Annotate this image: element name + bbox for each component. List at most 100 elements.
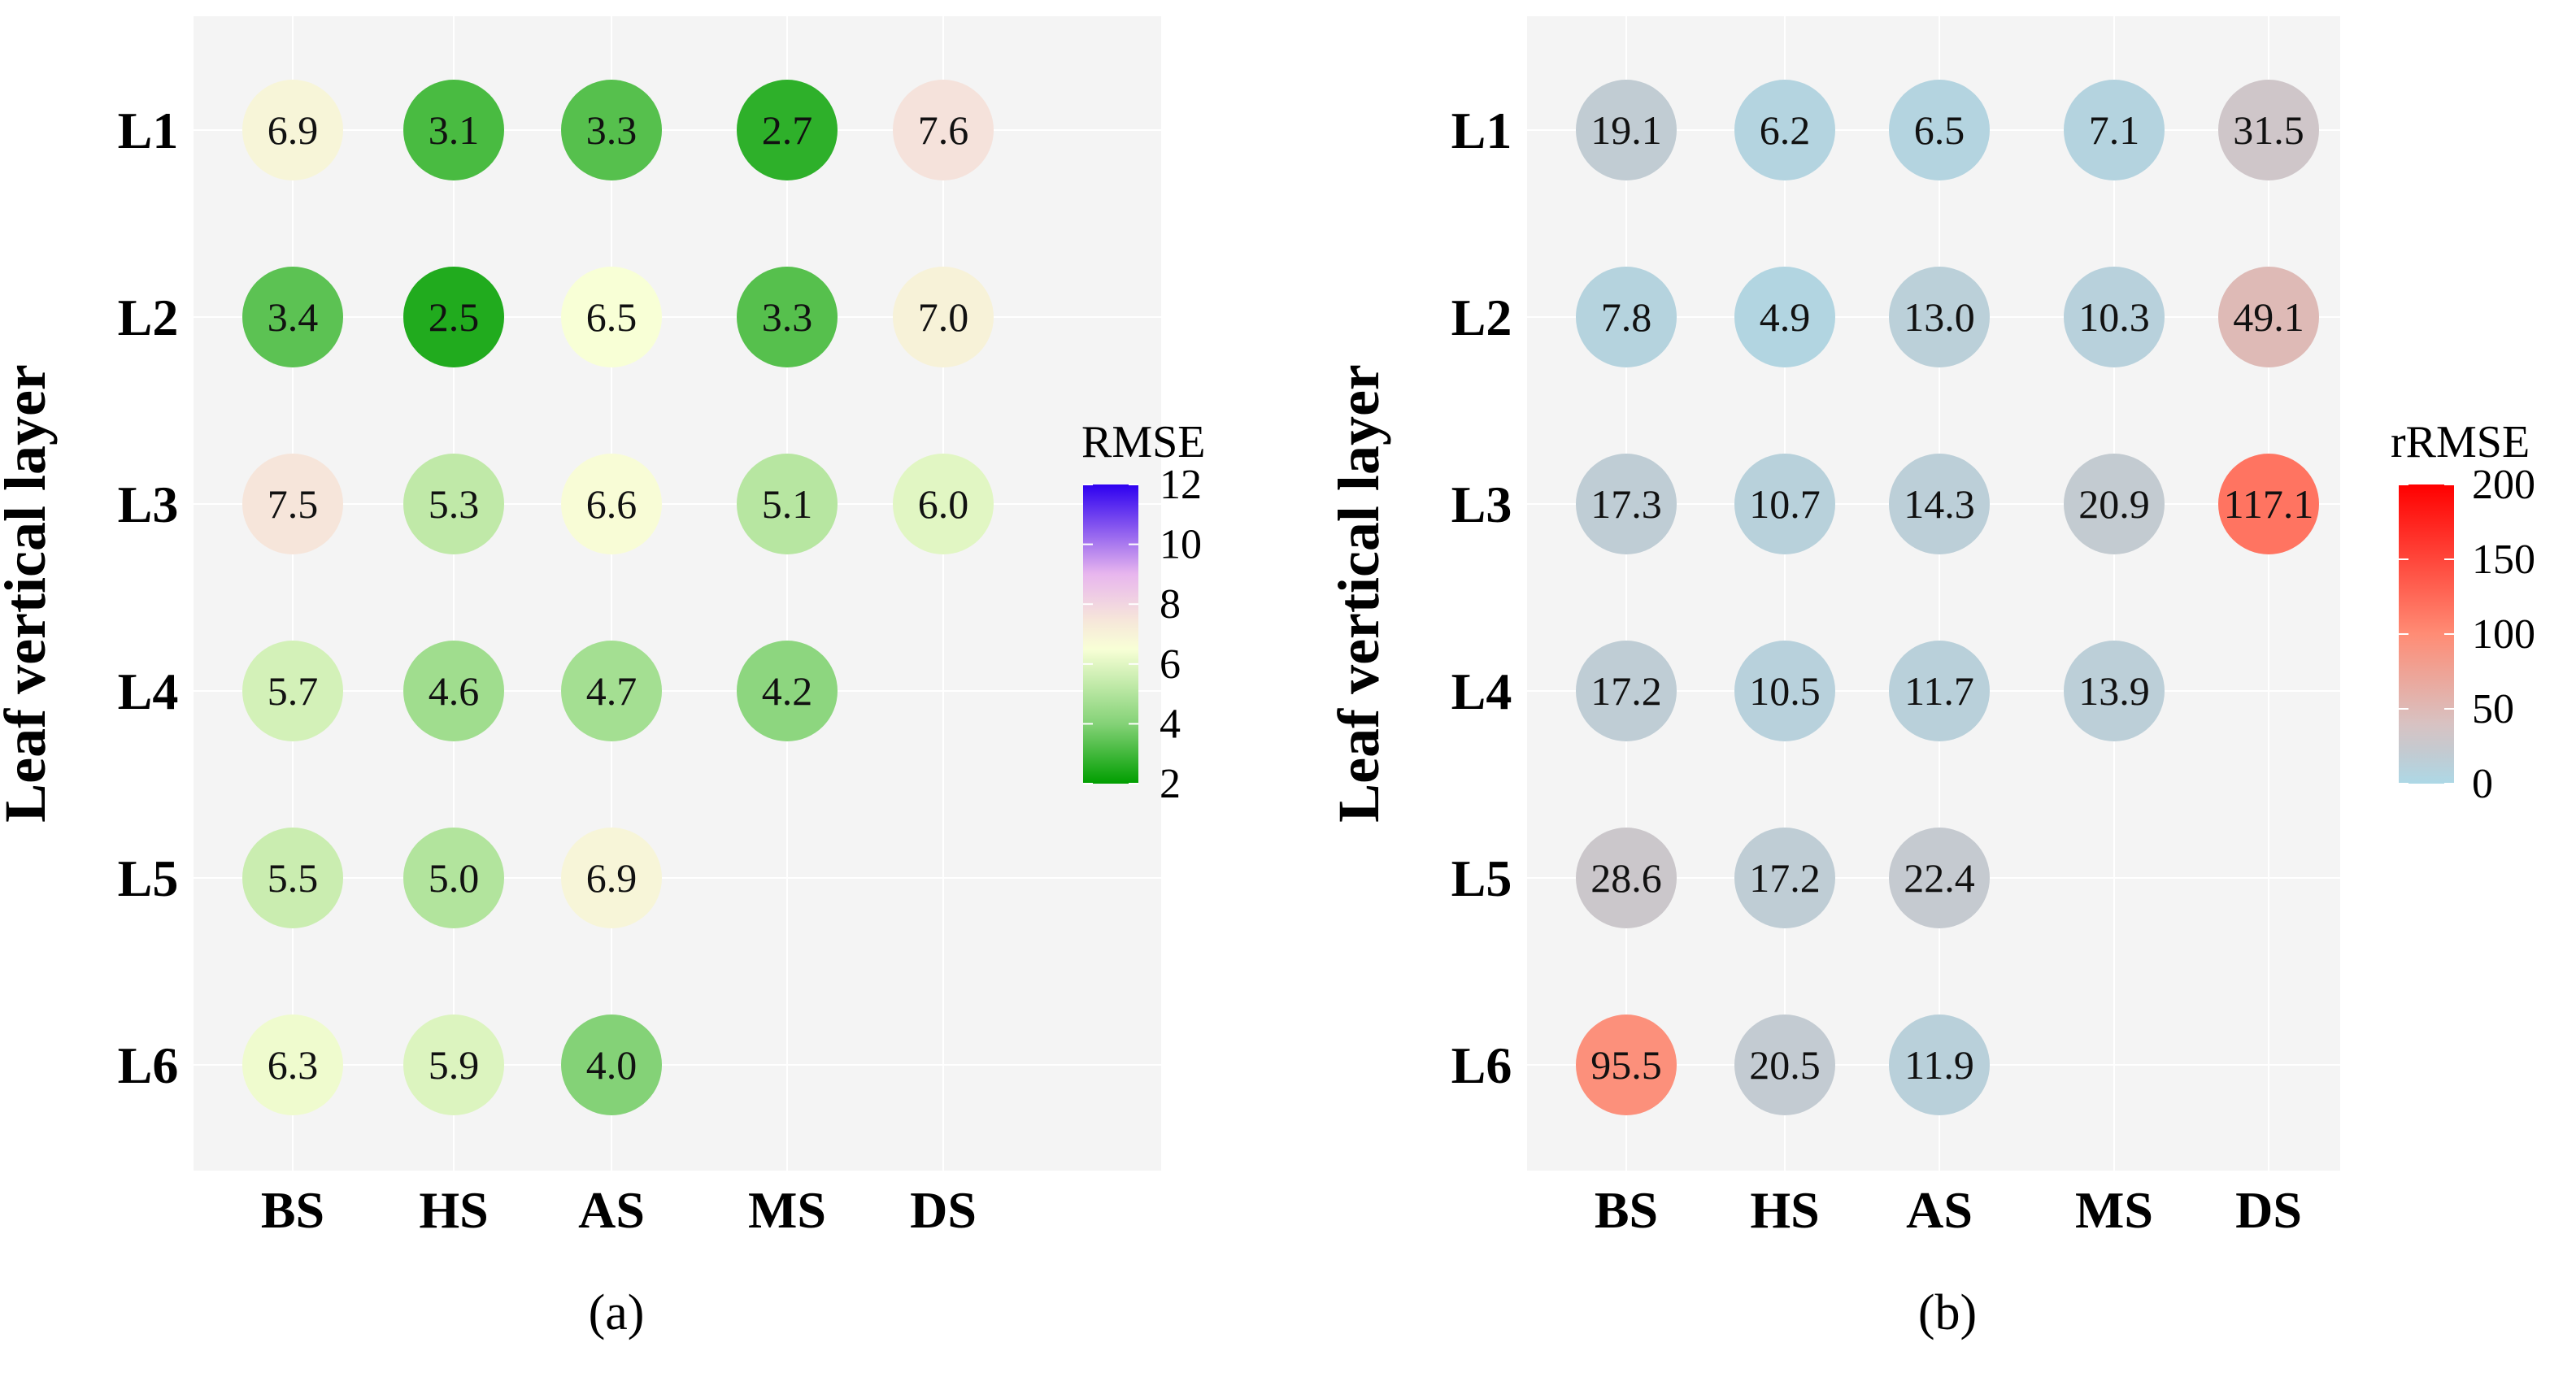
bubble-l1-ds [2218,80,2319,180]
bubble-l1-ms [2064,80,2165,180]
bubble-l1-as [561,80,662,180]
legend-tick-label: 100 [2472,611,2535,658]
legend-tick-label: 150 [2472,537,2535,583]
data-label: 6.9 [268,107,319,153]
data-label: 19.1 [1590,107,1662,153]
bubble-l5-hs [403,828,504,928]
legend-tick-label: 2 [1160,761,1181,807]
data-label: 6.5 [586,294,637,340]
bubble-l5-as [561,828,662,928]
bubble-l4-as [561,641,662,741]
bubble-l2-as [1889,267,1990,367]
data-label: 5.7 [268,668,319,714]
bubble-l2-ds [893,267,994,367]
data-label: 7.5 [268,481,319,527]
data-label: 17.2 [1749,855,1821,901]
bubble-l3-bs [242,454,343,554]
y-tick-label: L5 [1451,849,1512,907]
bubble-l3-hs [1734,454,1835,554]
data-label: 5.5 [268,855,319,901]
y-tick-label: L2 [118,289,179,346]
bubble-l1-hs [403,80,504,180]
bubble-l3-ds [2218,454,2319,554]
bubble-l1-ms [737,80,838,180]
legend-title: rRMSE [2391,417,2530,467]
bubble-l6-as [1889,1015,1990,1115]
panel-2-background [1527,16,2340,1171]
bubble-l4-as [1889,641,1990,741]
y-axis-label: Leaf vertical layer [0,364,58,823]
data-label: 10.5 [1749,668,1821,714]
bubble-l6-hs [1734,1015,1835,1115]
data-label: 4.9 [1760,294,1811,340]
data-label: 28.6 [1590,855,1662,901]
bubble-l4-hs [1734,641,1835,741]
bubble-l4-ms [2064,641,2165,741]
bubble-l4-bs [242,641,343,741]
y-tick-label: L4 [118,663,179,720]
data-label: 20.9 [2078,481,2150,527]
data-label: 20.5 [1749,1042,1821,1088]
legend-title: RMSE [1081,417,1206,467]
y-tick-label: L3 [118,476,179,533]
data-label: 17.2 [1590,668,1662,714]
data-label: 5.3 [429,481,480,527]
bubble-l2-bs [242,267,343,367]
x-tick-label: BS [1595,1181,1658,1239]
data-label: 13.9 [2078,668,2150,714]
x-tick-label: MS [748,1181,826,1239]
legend-tick-label: 200 [2472,462,2535,508]
bubble-l5-hs [1734,828,1835,928]
data-label: 6.2 [1760,107,1811,153]
bubble-l3-hs [403,454,504,554]
panel-label: (a) [589,1285,645,1340]
bubble-l4-hs [403,641,504,741]
legend-tick-label: 4 [1160,701,1181,747]
bubble-l2-hs [403,267,504,367]
data-label: 4.0 [586,1042,637,1088]
bubble-l6-bs [242,1015,343,1115]
data-label: 6.9 [586,855,637,901]
panel-1-background [194,16,1161,1171]
y-tick-label: L6 [1451,1036,1512,1094]
data-label: 6.3 [268,1042,319,1088]
bubble-l3-ds [893,454,994,554]
bubble-l1-hs [1734,80,1835,180]
data-label: 10.7 [1749,481,1821,527]
data-label: 6.5 [1914,107,1965,153]
bubble-l2-ds [2218,267,2319,367]
data-label: 22.4 [1904,855,1975,901]
data-label: 117.1 [2224,481,2314,527]
legend-tick-label: 0 [2472,761,2493,807]
bubble-l6-as [561,1015,662,1115]
bubble-l5-bs [1576,828,1677,928]
data-label: 6.6 [586,481,637,527]
y-axis-label: Leaf vertical layer [1326,364,1391,823]
data-label: 5.9 [429,1042,480,1088]
panel-label: (b) [1918,1285,1977,1340]
bubble-l2-bs [1576,267,1677,367]
bubble-l4-ms [737,641,838,741]
x-tick-label: HS [1750,1181,1819,1239]
data-label: 7.0 [918,294,969,340]
data-label: 3.3 [762,294,813,340]
y-tick-label: L1 [1451,102,1512,159]
x-tick-label: HS [419,1181,488,1239]
bubble-l6-hs [403,1015,504,1115]
bubble-l4-bs [1576,641,1677,741]
data-label: 5.1 [762,481,813,527]
y-tick-label: L1 [118,102,179,159]
bubble-l1-as [1889,80,1990,180]
y-tick-label: L4 [1451,663,1512,720]
data-label: 13.0 [1904,294,1975,340]
y-tick-label: L3 [1451,476,1512,533]
data-label: 11.7 [1904,668,1974,714]
bubble-l2-ms [2064,267,2165,367]
legend-tick-label: 6 [1160,641,1181,688]
x-tick-label: AS [1906,1181,1973,1239]
y-tick-label: L5 [118,849,179,907]
bubble-l3-ms [2064,454,2165,554]
data-label: 7.8 [1601,294,1652,340]
x-tick-label: AS [578,1181,645,1239]
